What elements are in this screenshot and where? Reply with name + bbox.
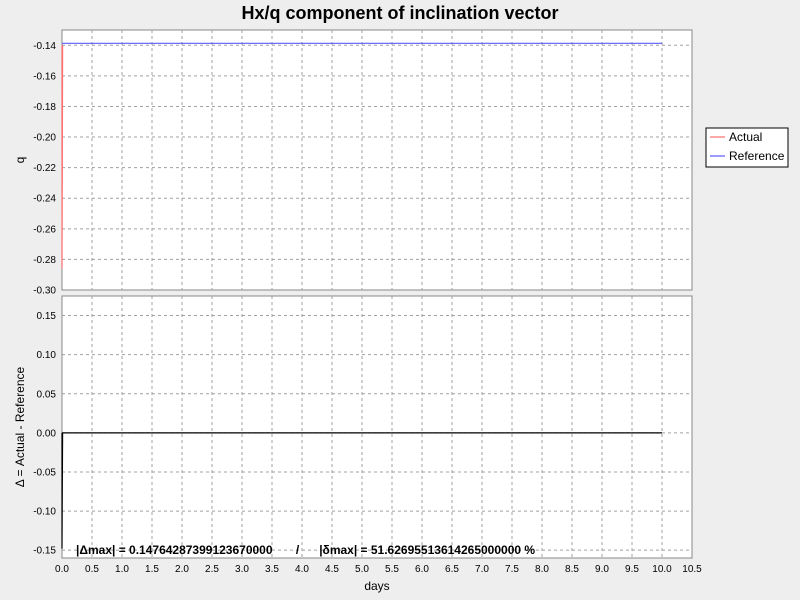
x-tick-label: 1.5 [145, 564, 159, 575]
y-tick-label: -0.28 [33, 255, 56, 266]
x-tick-label: 7.5 [505, 564, 519, 575]
x-tick-label: 3.5 [265, 564, 279, 575]
x-tick-label: 8.5 [565, 564, 579, 575]
y-tick-label: -0.10 [33, 507, 56, 518]
x-tick-label: 0.0 [55, 564, 69, 575]
bottom-y-ticks: 0.15 0.10 0.05 0.00 -0.05 -0.10 -0.15 [33, 311, 56, 557]
x-tick-label: 9.5 [625, 564, 639, 575]
y-tick-label: -0.14 [33, 41, 56, 52]
bottom-series [61, 432, 662, 549]
top-series [61, 42, 662, 269]
x-tick-label: 10.5 [682, 564, 702, 575]
series-line [61, 432, 662, 549]
y-tick-label: -0.16 [33, 71, 56, 82]
x-tick-label: 4.0 [295, 564, 309, 575]
x-tick-label: 8.0 [535, 564, 549, 575]
top-y-ticks: -0.14 -0.16 -0.18 -0.20 -0.22 -0.24 -0.26 -0.28… [33, 41, 56, 297]
y-tick-label: -0.26 [33, 224, 56, 235]
legend-label-reference: Reference [729, 149, 785, 163]
y-tick-label: 0.15 [37, 311, 57, 322]
top-plot-area [61, 29, 693, 291]
x-tick-label: 3.0 [235, 564, 249, 575]
legend-box [705, 127, 789, 168]
x-tick-label: 5.5 [385, 564, 399, 575]
top-y-axis-label: q [13, 157, 27, 164]
x-tick-label: 1.0 [115, 564, 129, 575]
y-tick-label: 0.10 [37, 350, 57, 361]
y-tick-label: 0.00 [37, 428, 57, 439]
y-tick-label: -0.24 [33, 194, 56, 205]
series-line [61, 45, 64, 269]
x-tick-label: 2.0 [175, 564, 189, 575]
x-ticks: 0.0 0.5 1.0 1.5 2.0 2.5 3.0 3.5 4.0 4.5 5.0 5.5 6.0 6… [55, 564, 702, 575]
chart-title: Hx/q component of inclination vector [241, 3, 558, 23]
top-grid [62, 30, 692, 290]
x-tick-label: 6.5 [445, 564, 459, 575]
x-tick-label: 6.0 [415, 564, 429, 575]
bottom-grid [62, 296, 692, 558]
y-tick-label: 0.05 [37, 389, 57, 400]
legend-label-actual: Actual [729, 130, 762, 144]
legend: Actual Reference [705, 127, 789, 168]
bottom-plot-area [61, 295, 693, 559]
x-tick-label: 0.5 [85, 564, 99, 575]
y-tick-label: -0.18 [33, 102, 56, 113]
x-tick-label: 2.5 [205, 564, 219, 575]
x-tick-label: 10.0 [652, 564, 672, 575]
x-tick-label: 4.5 [325, 564, 339, 575]
y-tick-label: -0.20 [33, 133, 56, 144]
bottom-y-axis-label: Δ = Actual - Reference [13, 366, 27, 487]
y-tick-label: -0.22 [33, 163, 56, 174]
x-axis-label: days [364, 579, 389, 593]
y-tick-label: -0.05 [33, 467, 56, 478]
x-tick-label: 9.0 [595, 564, 609, 575]
delta-annotation: |Δmax| = 0.14764287399123670000 / |δmax|… [76, 543, 535, 557]
y-tick-label: -0.15 [33, 546, 56, 557]
x-tick-label: 5.0 [355, 564, 369, 575]
y-tick-label: -0.30 [33, 286, 56, 297]
x-tick-label: 7.0 [475, 564, 489, 575]
